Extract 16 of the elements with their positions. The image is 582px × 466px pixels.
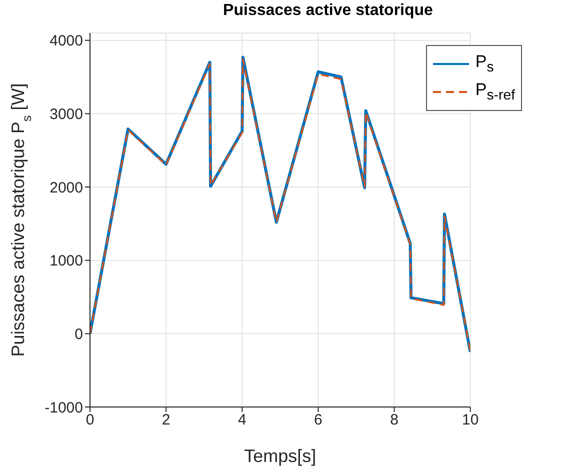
x-tick-label: 6: [314, 412, 322, 429]
y-tick-label: 3000: [50, 106, 83, 123]
x-tick-label: 4: [238, 412, 246, 429]
x-tick-label: 2: [162, 412, 170, 429]
x-tick-label: 8: [390, 412, 398, 429]
y-tick-label: 1000: [50, 252, 83, 270]
y-tick-label: -1000: [44, 399, 83, 416]
legend-label: P$_{s-ref}$: [475, 80, 515, 104]
y-tick-label: 2000: [50, 179, 83, 196]
y-tick-label: 4000: [50, 32, 83, 50]
x-axis-title: Temps[s]: [244, 446, 316, 466]
legend-label: P$_{s}$: [475, 52, 494, 76]
y-tick-label: 0: [74, 326, 83, 343]
x-tick-label: 0: [86, 412, 94, 429]
chart-title: Puissaces active statorique: [222, 2, 434, 20]
x-tick-label: 10: [462, 412, 479, 429]
